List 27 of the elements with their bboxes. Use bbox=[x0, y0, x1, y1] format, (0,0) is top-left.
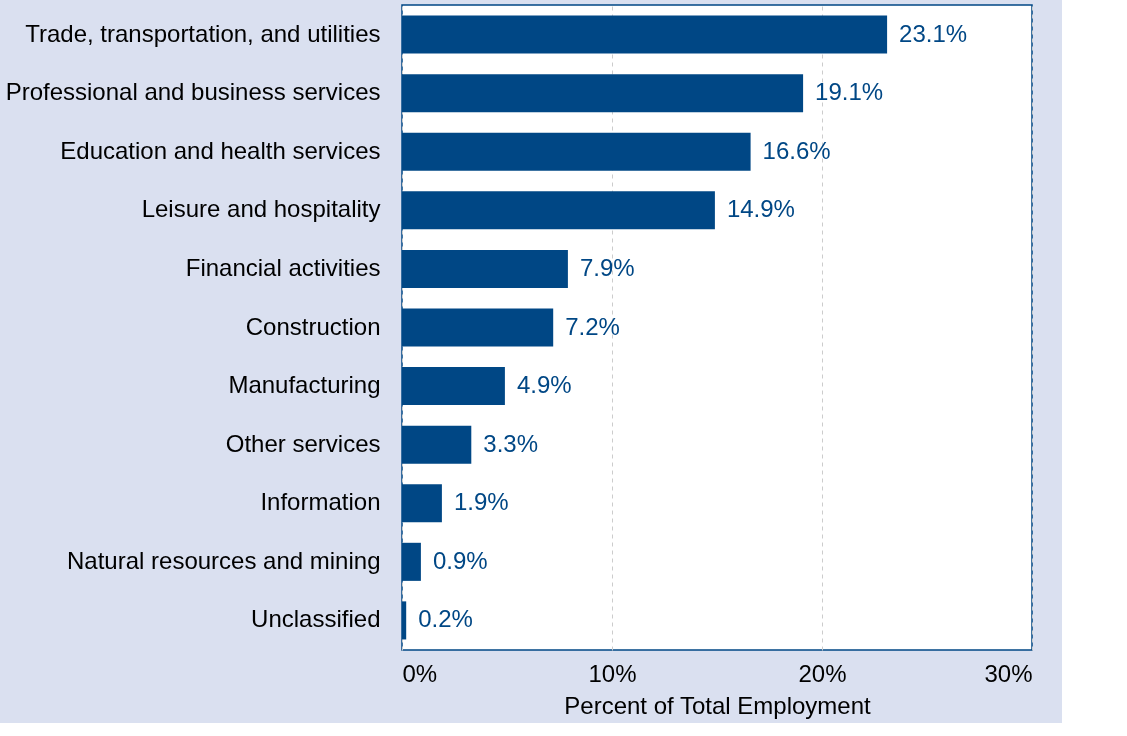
y-tick-label: Leisure and hospitality bbox=[141, 195, 381, 223]
x-tick-label: 10% bbox=[588, 659, 637, 687]
x-tick-label: 30% bbox=[984, 659, 1033, 687]
y-tick-label: Unclassified bbox=[251, 605, 381, 633]
data-label: 16.6% bbox=[762, 136, 831, 164]
data-label: 14.9% bbox=[726, 195, 795, 223]
y-tick-label: Education and health services bbox=[60, 136, 381, 164]
data-label: 4.9% bbox=[516, 371, 572, 399]
data-label: 3.3% bbox=[483, 429, 538, 457]
x-tick-label: 20% bbox=[798, 659, 847, 687]
data-label: 19.1% bbox=[815, 78, 884, 106]
y-tick-label: Professional and business services bbox=[5, 78, 381, 106]
y-tick-label: Trade, transportation, and utilities bbox=[25, 19, 381, 47]
data-label: 7.2% bbox=[565, 312, 620, 340]
data-label: 23.1% bbox=[899, 19, 968, 47]
y-tick-label: Information bbox=[260, 488, 381, 516]
data-label: 0.2% bbox=[418, 605, 473, 633]
data-label: 0.9% bbox=[432, 546, 488, 574]
y-tick-label: Construction bbox=[245, 312, 381, 340]
y-tick-label: Natural resources and mining bbox=[67, 546, 381, 574]
y-tick-label: Manufacturing bbox=[228, 371, 381, 399]
data-label: 1.9% bbox=[453, 488, 509, 516]
data-label: 7.9% bbox=[579, 253, 635, 281]
y-tick-label: Financial activities bbox=[185, 253, 381, 281]
x-tick-label: 0% bbox=[402, 659, 438, 687]
x-axis-title: Percent of Total Employment bbox=[564, 691, 872, 719]
y-tick-label: Other services bbox=[225, 429, 381, 457]
